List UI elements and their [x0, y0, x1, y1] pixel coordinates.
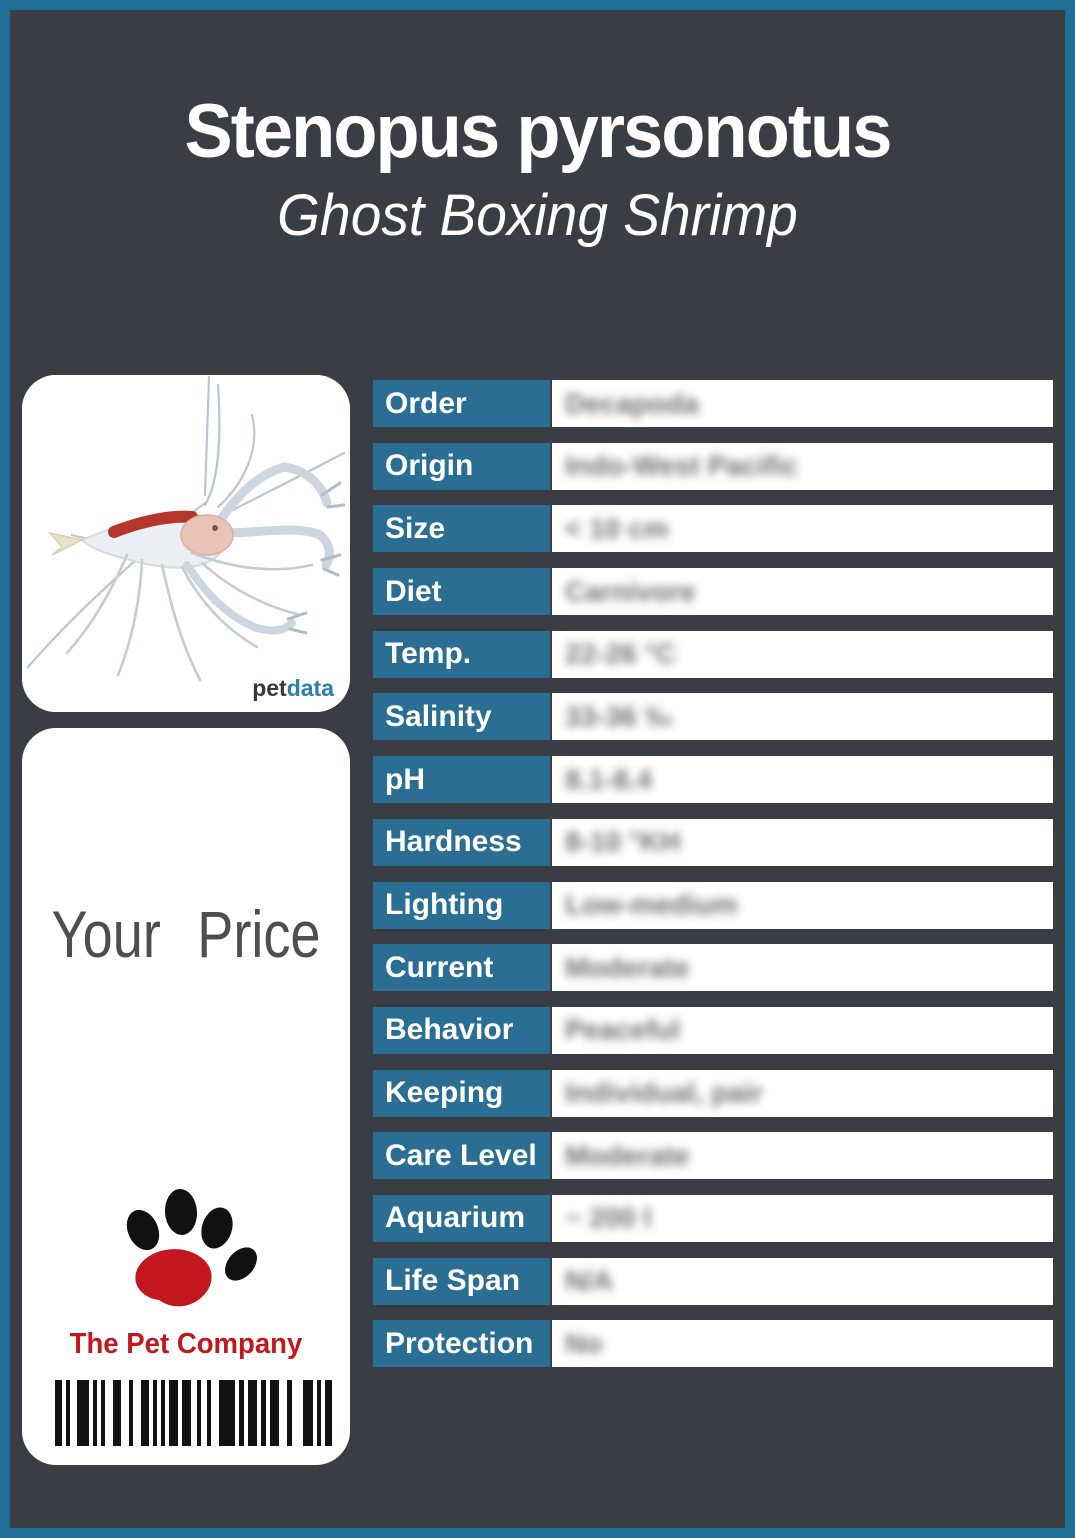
row-label: Salinity	[373, 693, 550, 741]
row-value: 22-26 °C	[552, 630, 1053, 678]
table-row: pH 8.1-8.4	[373, 756, 1053, 804]
species-photo-card: petdata	[22, 375, 350, 712]
row-value: 8-10 °KH	[552, 818, 1053, 866]
row-value: Individual, pair	[552, 1069, 1053, 1117]
row-label: Hardness	[373, 818, 550, 866]
row-value: Indo-West Pacific	[552, 442, 1053, 490]
row-label: Size	[373, 505, 550, 553]
row-label: Temp.	[373, 630, 550, 678]
row-value: 8.1-8.4	[552, 756, 1053, 804]
row-value-text: 22-26 °C	[565, 638, 676, 670]
row-value-text: No	[565, 1327, 603, 1359]
barcode	[55, 1380, 332, 1446]
your-price-label: Your Price	[51, 897, 321, 971]
company-name: The Pet Company	[69, 1328, 303, 1360]
row-value-text: Low-medium	[565, 889, 738, 920]
row-label: Protection	[373, 1320, 550, 1368]
row-label: Life Span	[373, 1257, 550, 1305]
row-value: 33-36 ‰	[552, 693, 1053, 741]
row-value-text: Indo-West Pacific	[565, 450, 798, 482]
common-name-subtitle: Ghost Boxing Shrimp	[277, 183, 798, 248]
table-row: Hardness 8-10 °KH	[373, 818, 1053, 866]
table-row: Lighting Low-medium	[373, 881, 1053, 929]
paw-print-icon	[126, 1189, 257, 1307]
row-value: N/A	[552, 1257, 1053, 1305]
row-value: Carnivore	[552, 568, 1053, 616]
row-label: Care Level	[373, 1132, 550, 1180]
row-value-text: Peaceful	[565, 1014, 681, 1046]
price-card: Your Price The Pet Company	[22, 728, 350, 1465]
row-label: Current	[373, 944, 550, 992]
row-label: Order	[373, 380, 550, 427]
table-row: Behavior Peaceful	[373, 1006, 1053, 1054]
table-row: Temp. 22-26 °C	[373, 630, 1053, 678]
table-row: Size < 10 cm	[373, 505, 1053, 553]
petdata-watermark-pet: pet	[252, 675, 287, 701]
row-value-text: Decapoda	[565, 387, 699, 419]
row-label: Lighting	[373, 881, 550, 929]
row-value: Decapoda	[552, 380, 1053, 427]
table-row: Order Decapoda	[373, 380, 1053, 427]
card-background: Stenopus pyrsonotus Ghost Boxing Shrimp	[10, 10, 1065, 1528]
row-value: < 10 cm	[552, 505, 1053, 553]
table-row: Current Moderate	[373, 944, 1053, 992]
petdata-watermark-data: data	[286, 675, 334, 701]
row-label: Behavior	[373, 1006, 550, 1054]
row-label: Origin	[373, 442, 550, 490]
table-row: Protection No	[373, 1320, 1053, 1368]
row-value-text: Moderate	[565, 1139, 690, 1171]
row-value: Moderate	[552, 1132, 1053, 1180]
row-value-text: 8-10 °KH	[565, 826, 681, 858]
table-row: Diet Carnivore	[373, 568, 1053, 616]
table-row: Aquarium ~ 200 l	[373, 1194, 1053, 1242]
row-value-text: 33-36 ‰	[565, 700, 673, 732]
row-value-text: Moderate	[565, 951, 690, 983]
petdata-watermark: petdata	[252, 675, 334, 702]
row-value: ~ 200 l	[552, 1194, 1053, 1242]
row-value-text: Carnivore	[565, 575, 696, 607]
row-value-text: Individual, pair	[565, 1077, 763, 1109]
row-value-text: 8.1-8.4	[565, 763, 653, 795]
spec-table: Order Decapoda Origin Indo-West Pacific Size…	[373, 380, 1053, 1368]
row-label: Keeping	[373, 1069, 550, 1117]
row-value-text: ~ 200 l	[565, 1202, 652, 1234]
row-value: Moderate	[552, 944, 1053, 992]
row-value-text: N/A	[565, 1265, 614, 1297]
shrimp-photo	[22, 375, 350, 712]
row-value: No	[552, 1320, 1053, 1368]
table-row: Life Span N/A	[373, 1257, 1053, 1305]
row-label: Aquarium	[373, 1194, 550, 1242]
row-value: Peaceful	[552, 1006, 1053, 1054]
table-row: Keeping Individual, pair	[373, 1069, 1053, 1117]
row-label: pH	[373, 756, 550, 804]
table-row: Salinity 33-36 ‰	[373, 693, 1053, 741]
species-title: Stenopus pyrsonotus	[184, 89, 893, 174]
row-label: Diet	[373, 568, 550, 616]
table-row: Origin Indo-West Pacific	[373, 442, 1053, 490]
row-value-text: < 10 cm	[565, 512, 669, 544]
table-row: Care Level Moderate	[373, 1132, 1053, 1180]
row-value: Low-medium	[552, 881, 1053, 929]
